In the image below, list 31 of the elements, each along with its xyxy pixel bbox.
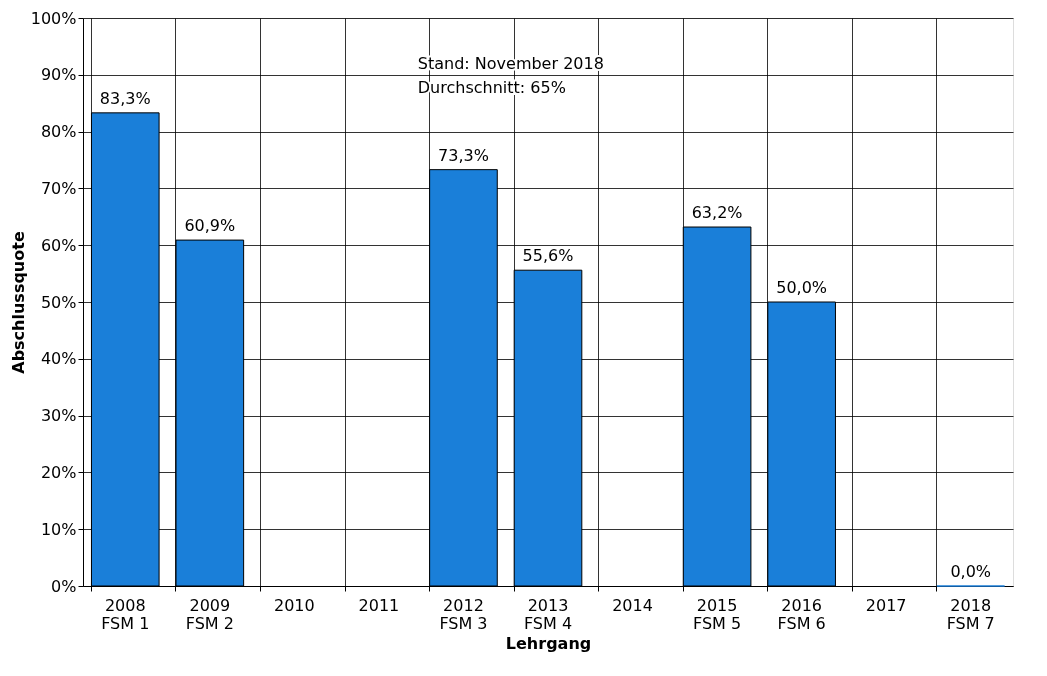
data-label: 0,0% [950,562,992,581]
data-label: 73,3% [438,145,489,165]
x-tick-label: 2008 FSM 1 [101,595,150,633]
y-tick-label: 100% [30,8,77,28]
y-tick-label: 70% [40,178,77,198]
data-label: 83,3% [99,88,151,108]
y-tick-label: 40% [40,349,77,369]
x-tick-label: 2018 FSM 7 [946,595,995,633]
x-tick-label: 2012 FSM 3 [439,595,488,633]
y-tick-label: 30% [40,406,77,426]
x-tick-label: 2011 [358,595,400,615]
data-label: 50,0% [776,278,828,297]
x-tick-label: 2015 FSM 5 [693,595,742,633]
x-tick-label: 2013 FSM 4 [523,595,573,633]
y-tick-label: 60% [40,235,77,255]
x-tick-label: 2017 [865,595,907,615]
x-axis-title: Lehrgang [505,633,592,653]
x-tick-label: 2010 [274,595,315,615]
y-tick-label: 50% [40,292,77,312]
y-axis-title: Abschlussquote [8,231,28,374]
y-tick-label: 80% [40,122,77,142]
y-tick-label: 10% [40,519,77,539]
x-tick-label: 2009 FSM 2 [185,595,234,633]
data-label: 55,6% [522,246,574,266]
data-label: 60,9% [184,216,236,236]
data-label: 63,2% [691,203,743,223]
y-tick-label: 20% [40,462,77,482]
x-tick-label: 2014 [612,595,653,615]
y-tick-label: 0% [51,576,77,596]
y-tick-label: 90% [40,65,77,85]
x-tick-label: 2016 FSM 6 [777,595,826,633]
